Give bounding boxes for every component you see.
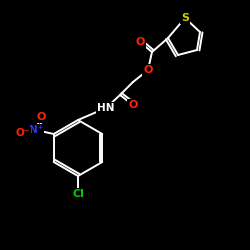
Text: O⁻: O⁻ <box>16 128 30 138</box>
Text: O: O <box>36 112 46 122</box>
Text: S: S <box>181 13 189 23</box>
Text: HN: HN <box>97 103 115 113</box>
Text: O: O <box>135 37 145 47</box>
Text: O: O <box>143 65 153 75</box>
Text: Cl: Cl <box>72 189 84 199</box>
Text: N⁺: N⁺ <box>29 125 43 135</box>
Text: O: O <box>128 100 138 110</box>
